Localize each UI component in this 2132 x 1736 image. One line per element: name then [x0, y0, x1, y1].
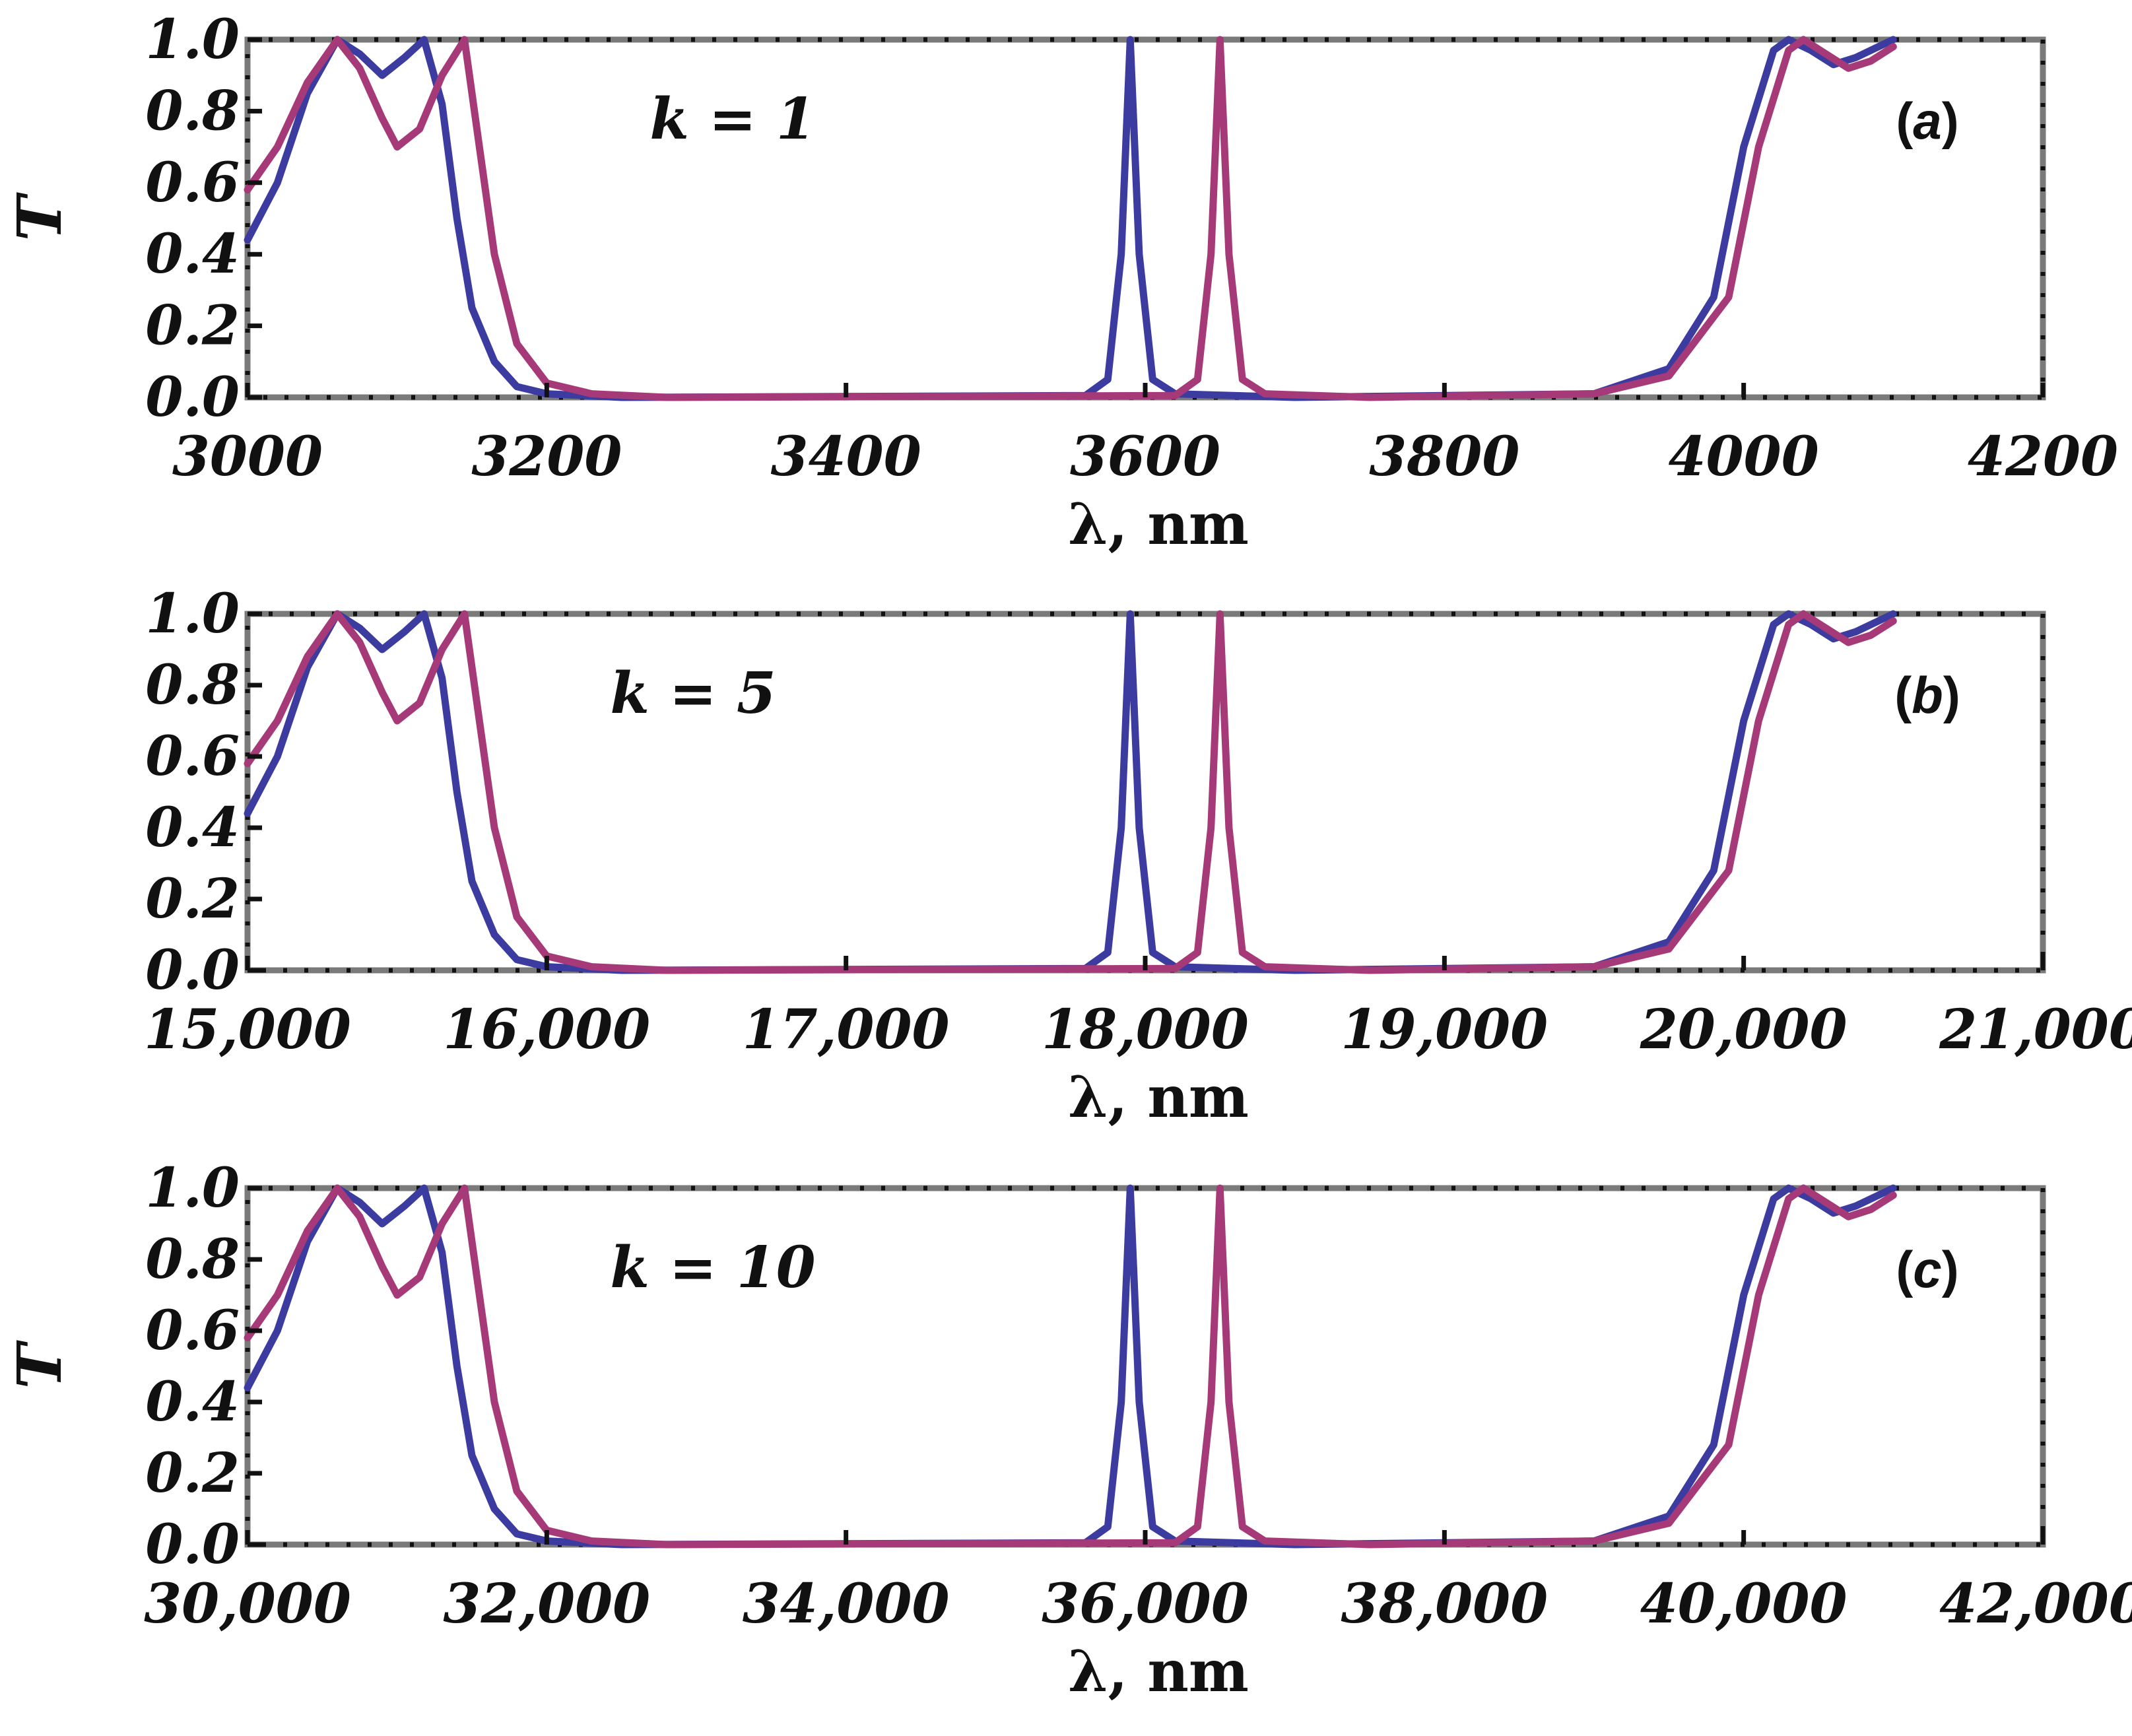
y-tick-label-c-3: 0.6 [145, 1299, 240, 1362]
x-tick-label-b-5: 20,000 [1640, 998, 1848, 1061]
x-tick-label-a-6: 4200 [1968, 425, 2118, 488]
panel-label-letter: b [1912, 666, 1943, 724]
y-tick-label-c-4: 0.8 [145, 1228, 240, 1291]
panel-label-letter: c [1913, 1240, 1941, 1298]
series-magenta-c [244, 1184, 1897, 1549]
series-blue-b [244, 610, 1897, 974]
x-tick-label-b-3: 18,000 [1042, 998, 1249, 1061]
y-tick-label-c-5: 1.0 [145, 1156, 240, 1220]
y-tick-label-a-2: 0.4 [145, 222, 240, 286]
y-tick-label-b-2: 0.4 [145, 796, 240, 859]
x-tick-label-a-1: 3200 [471, 425, 622, 488]
panel-label-open-paren: ( [1896, 1240, 1913, 1298]
x-axis-label-b: λ, nm [1068, 1064, 1249, 1131]
x-tick-label-a-0: 3000 [172, 425, 323, 488]
x-tick-label-c-6: 42,000 [1939, 1572, 2132, 1636]
series-blue-c [244, 1184, 1897, 1549]
y-tick-label-a-1: 0.2 [145, 294, 240, 358]
y-tick-label-a-0: 0.0 [145, 366, 240, 429]
x-tick-label-c-2: 34,000 [743, 1572, 950, 1636]
y-axis-label-a: T [4, 191, 75, 241]
y-tick-label-c-1: 0.2 [145, 1442, 240, 1505]
x-tick-label-b-1: 16,000 [443, 998, 650, 1061]
panel-label-open-paren: ( [1894, 666, 1912, 724]
x-tick-label-a-3: 3600 [1070, 425, 1220, 488]
panel-label-letter: a [1913, 92, 1941, 150]
x-tick-label-a-2: 3400 [771, 425, 921, 488]
y-tick-label-c-2: 0.4 [145, 1370, 240, 1434]
k-annotation-c: k = 10 [610, 1234, 815, 1301]
series-magenta-b [244, 610, 1897, 974]
panel-label-close-paren: ) [1942, 92, 1959, 150]
series-blue-a [244, 36, 1897, 401]
y-tick-label-b-3: 0.6 [145, 725, 240, 788]
y-tick-label-b-0: 0.0 [145, 939, 240, 1002]
panel-b: 15,000 16,000 17,000 18,000 19,000 20,000 21,0… [144, 582, 2132, 1131]
x-tick-label-b-6: 21,000 [1939, 998, 2132, 1061]
panel-a: 3000 3200 3400 3600 3800 4000 4200 0.0 0.2 0.4 0.6… [4, 8, 2118, 558]
x-axis-label-a: λ, nm [1068, 491, 1249, 558]
x-tick-label-c-1: 32,000 [443, 1572, 650, 1636]
x-tick-label-a-4: 3800 [1369, 425, 1519, 488]
y-tick-label-b-1: 0.2 [145, 867, 240, 931]
x-tick-label-b-2: 17,000 [743, 998, 950, 1061]
x-axis-label-c: λ, nm [1068, 1638, 1249, 1705]
x-tick-label-c-4: 38,000 [1341, 1572, 1548, 1636]
x-tick-label-c-3: 36,000 [1042, 1572, 1249, 1636]
y-tick-label-c-0: 0.0 [145, 1513, 240, 1576]
series-magenta-a [244, 36, 1897, 401]
panel-label-open-paren: ( [1896, 92, 1913, 150]
y-tick-label-a-4: 0.8 [145, 79, 240, 143]
y-tick-label-b-5: 1.0 [145, 582, 240, 646]
panel-label-close-paren: ) [1943, 666, 1960, 724]
x-tick-label-b-0: 15,000 [144, 998, 351, 1061]
panel-label-b: (b) [1894, 666, 1960, 724]
k-annotation-a: k = 1 [650, 86, 815, 152]
x-tick-label-a-5: 4000 [1669, 425, 1819, 488]
y-tick-label-a-3: 0.6 [145, 151, 240, 215]
x-tick-label-c-0: 30,000 [144, 1572, 351, 1636]
panel-label-a: (a) [1896, 92, 1958, 150]
panel-c: 30,000 32,000 34,000 36,000 38,000 40,000 42,0… [4, 1156, 2132, 1705]
k-annotation-b: k = 5 [610, 660, 776, 727]
x-tick-label-b-4: 19,000 [1341, 998, 1548, 1061]
y-axis-label-c: T [4, 1339, 75, 1389]
y-tick-label-b-4: 0.8 [145, 653, 240, 717]
panel-label-c: (c) [1896, 1240, 1958, 1298]
y-tick-label-a-5: 1.0 [145, 8, 240, 71]
x-tick-label-c-5: 40,000 [1640, 1572, 1848, 1636]
panel-label-close-paren: ) [1942, 1240, 1959, 1298]
